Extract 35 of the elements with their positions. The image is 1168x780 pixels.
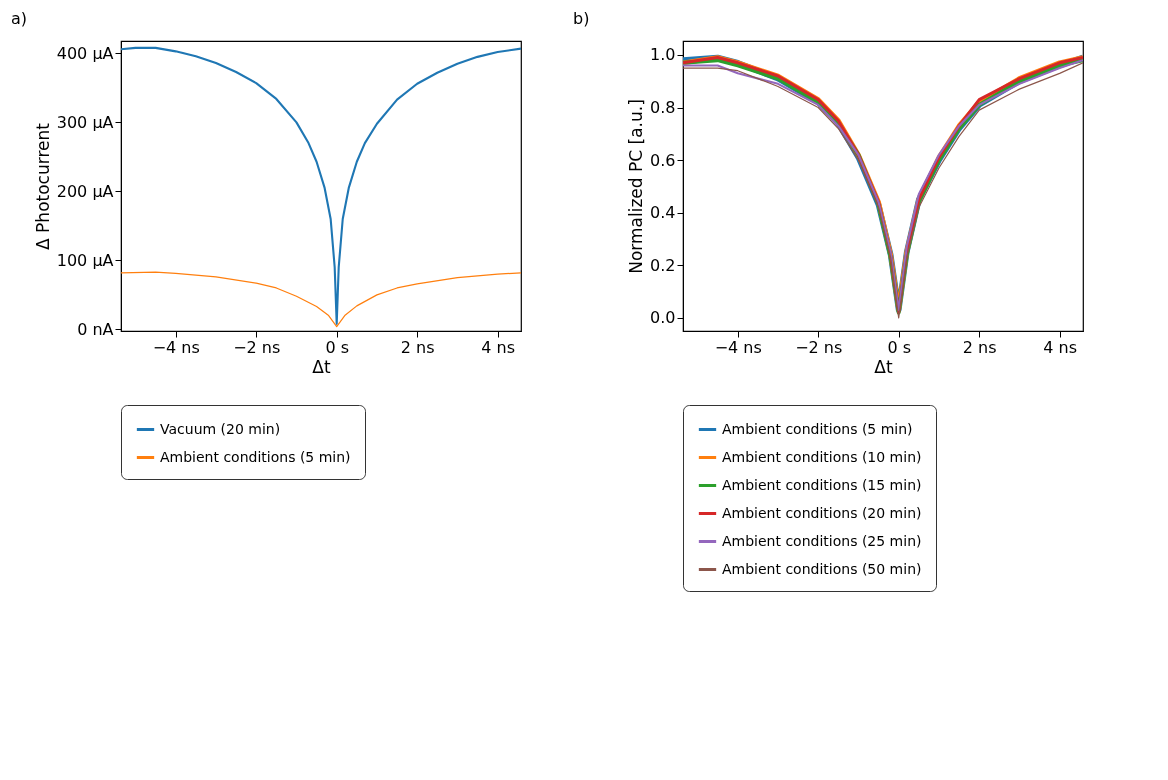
y-tick-label: 0.0	[650, 308, 676, 328]
legend-label: Ambient conditions (20 min)	[722, 504, 922, 521]
x-axis-title: Δt	[312, 356, 331, 377]
chart-title: a)	[11, 9, 28, 28]
legend-label: Ambient conditions (50 min)	[722, 560, 922, 577]
legend-label: Ambient conditions (5 min)	[160, 448, 351, 465]
legend-label: Vacuum (20 min)	[160, 420, 281, 437]
y-tick-label: 0.2	[650, 255, 676, 275]
x-tick-label: 4 ns	[481, 337, 516, 357]
x-tick-label: −2 ns	[233, 337, 281, 357]
y-tick-label: 200 µA	[56, 181, 114, 201]
legend-label: Ambient conditions (25 min)	[722, 532, 922, 549]
x-tick-label: 2 ns	[400, 337, 435, 357]
y-tick-label: 400 µA	[56, 43, 114, 63]
y-tick-label: 300 µA	[56, 112, 114, 132]
y-tick-label: 0.6	[650, 150, 676, 170]
x-tick-label: −4 ns	[152, 337, 200, 357]
x-tick-label: 0 s	[887, 337, 911, 357]
legend-label: Ambient conditions (15 min)	[722, 476, 922, 493]
y-tick-label: 100 µA	[56, 250, 114, 270]
legend-label: Ambient conditions (5 min)	[722, 420, 913, 437]
y-tick-label: 0 nA	[77, 319, 114, 339]
y-axis-title: Normalized PC [a.u.]	[626, 99, 647, 274]
x-axis-title: Δt	[874, 356, 893, 377]
x-tick-label: 4 ns	[1043, 337, 1078, 357]
x-tick-label: −2 ns	[795, 337, 843, 357]
chart-title: b)	[573, 9, 590, 28]
y-tick-label: 0.4	[650, 203, 676, 223]
y-axis-title: Δ Photocurrent	[32, 122, 53, 250]
y-tick-label: 1.0	[650, 45, 676, 65]
x-tick-label: −4 ns	[714, 337, 762, 357]
x-tick-label: 0 s	[325, 337, 349, 357]
x-tick-label: 2 ns	[962, 337, 997, 357]
y-tick-label: 0.8	[650, 98, 676, 118]
legend-label: Ambient conditions (10 min)	[722, 448, 922, 465]
